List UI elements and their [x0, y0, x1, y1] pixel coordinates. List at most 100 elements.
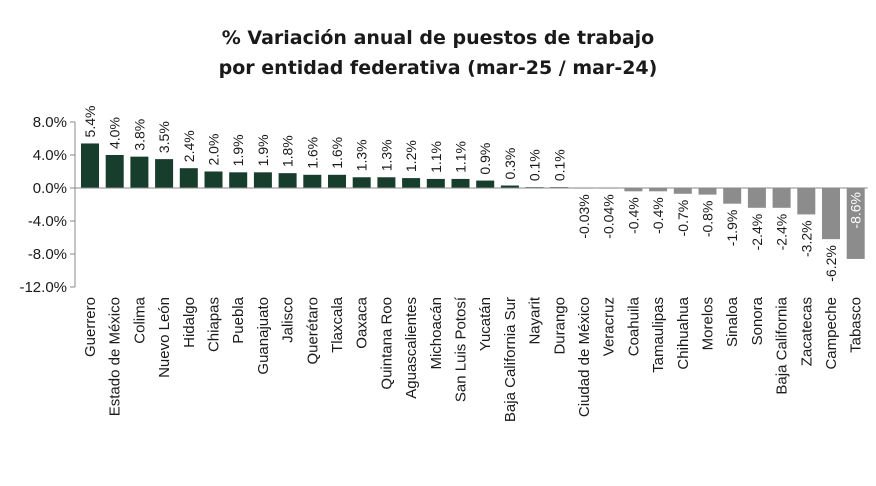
category-label: Guanajuato: [255, 297, 272, 375]
category-label: San Luis Potosí: [453, 296, 470, 402]
bar: [402, 178, 421, 188]
category-label: Oaxaca: [354, 296, 371, 348]
bar: [673, 188, 692, 194]
data-label: -8.6%: [848, 192, 864, 229]
bar: [476, 180, 495, 188]
category-label: Baja California: [774, 296, 791, 394]
bar: [451, 178, 470, 188]
bars: [81, 143, 865, 259]
bar: [229, 172, 248, 188]
data-label: 3.8%: [131, 119, 147, 151]
data-label: 4.0%: [107, 117, 123, 149]
chart-title-line-2: por entidad federativa (mar-25 / mar-24): [219, 57, 658, 79]
data-label: -1.9%: [724, 210, 740, 247]
category-label: Sinaloa: [724, 296, 741, 347]
category-label: Puebla: [230, 296, 247, 343]
category-label: Veracruz: [601, 297, 618, 356]
data-label: 2.4%: [181, 130, 197, 162]
bar: [426, 178, 445, 188]
bar: [352, 177, 371, 188]
data-label: 0.9%: [477, 143, 493, 175]
category-label: Zacatecas: [798, 297, 815, 366]
category-label: Ciudad de México: [576, 297, 593, 417]
bar: [747, 188, 766, 208]
bar: [81, 143, 99, 188]
y-tick-label: -12.0%: [19, 279, 67, 296]
bar: [772, 188, 791, 208]
data-label: 1.9%: [255, 134, 271, 166]
bar: [155, 159, 174, 188]
category-label: Nayarit: [527, 296, 544, 344]
data-label: -0.4%: [625, 197, 641, 234]
category-label: Baja California Sur: [502, 297, 519, 422]
data-label: 0.1%: [527, 149, 543, 181]
bar: [649, 188, 668, 192]
x-axis: Guerrero Estado de México Colima Nuevo León…: [75, 187, 868, 422]
data-label: 1.6%: [304, 137, 320, 169]
data-label: 1.9%: [230, 134, 246, 166]
y-tick-label: -4.0%: [28, 213, 67, 230]
category-label: Tlaxcala: [329, 296, 346, 353]
bar: [822, 188, 840, 240]
category-label: Hidalgo: [181, 297, 198, 348]
data-label: -3.2%: [798, 220, 814, 257]
data-label: 0.3%: [502, 148, 518, 180]
bar: [698, 188, 717, 195]
data-label: 1.3%: [378, 139, 394, 171]
data-label: 0.1%: [551, 149, 567, 181]
data-label: 3.5%: [156, 121, 172, 153]
category-label: Coahuila: [625, 296, 642, 356]
bar: [105, 155, 124, 188]
data-label: 1.6%: [329, 137, 345, 169]
category-label: Colima: [131, 296, 148, 343]
category-label: Estado de México: [107, 297, 124, 416]
bar: [624, 188, 643, 192]
category-label: Campeche: [823, 297, 840, 370]
category-label: Chihuahua: [675, 296, 692, 369]
data-label: 5.4%: [82, 106, 98, 138]
category-label: Nuevo León: [156, 297, 173, 378]
bar: [723, 188, 742, 204]
category-label: Tamaulipas: [650, 297, 667, 373]
bar: [500, 185, 519, 188]
y-tick-label: 0.0%: [33, 180, 67, 197]
data-label: -2.4%: [774, 214, 790, 251]
bar: [278, 173, 297, 188]
category-label: Quintana Roo: [378, 297, 395, 390]
data-label: 1.1%: [428, 141, 444, 173]
bar: [303, 174, 322, 188]
data-label: -0.7%: [675, 200, 691, 237]
bar: [253, 172, 272, 188]
category-label: Durango: [551, 297, 568, 355]
bar: [797, 188, 816, 215]
y-tick-label: 8.0%: [33, 114, 67, 131]
category-label: Guerrero: [82, 297, 99, 357]
category-label: Jalisco: [280, 297, 297, 343]
category-label: Sonora: [749, 296, 766, 345]
data-label: 1.2%: [403, 140, 419, 172]
y-tick-label: -8.0%: [28, 246, 67, 263]
data-label: 2.0%: [206, 134, 222, 166]
category-label: Tabasco: [848, 297, 865, 353]
bar: [377, 177, 396, 188]
data-label: -0.03%: [576, 194, 592, 238]
data-label: -6.2%: [823, 245, 839, 282]
data-label: 1.3%: [354, 139, 370, 171]
bar: [204, 171, 223, 188]
category-label: Morelos: [700, 297, 717, 350]
data-label: -0.04%: [601, 194, 617, 238]
category-label: Chiapas: [206, 297, 223, 352]
y-axis: 8.0% 4.0% 0.0% -4.0% -8.0% -12.0%: [19, 114, 76, 296]
data-label: 1.1%: [453, 141, 469, 173]
bar: [328, 174, 346, 188]
data-label: 1.8%: [280, 135, 296, 167]
data-labels: 5.4% 4.0% 3.8% 3.5% 2.4% 2.0% 1.9% 1.9% 1.8% 1.6%…: [82, 106, 864, 282]
data-label: -0.8%: [700, 201, 716, 238]
chart-title-line-1: % Variación anual de puestos de trabajo: [222, 27, 654, 49]
bar: [130, 156, 149, 188]
bar: [179, 168, 198, 188]
y-tick-label: 4.0%: [33, 147, 67, 164]
category-label: Aguascalientes: [403, 297, 420, 399]
bar: [846, 188, 865, 259]
